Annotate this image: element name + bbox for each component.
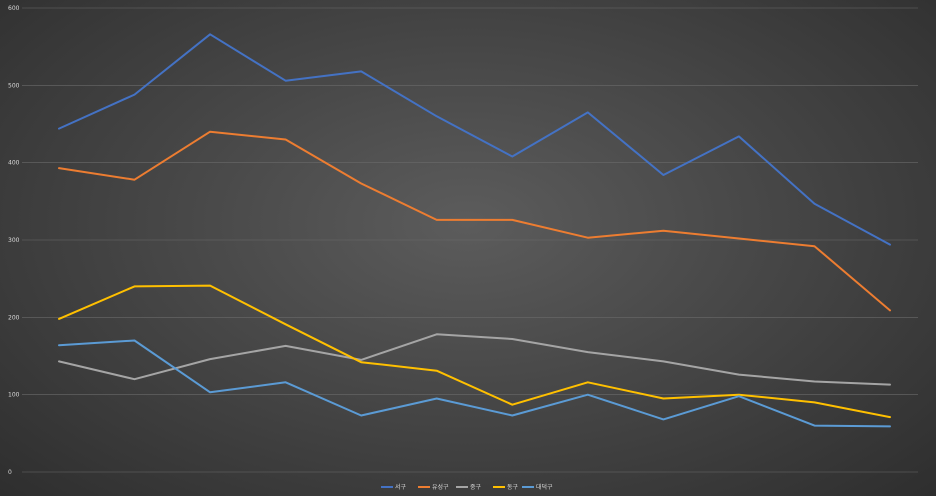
legend-item-1: 서구: [381, 483, 407, 491]
y-tick-label: 300: [8, 237, 20, 244]
legend: 서구 유성구 중구 동구 대덕구: [381, 483, 553, 491]
series-line-1: [58, 33, 891, 246]
legend-label: 서구: [395, 483, 407, 491]
legend-label: 유성구: [432, 483, 449, 491]
y-tick-label: 200: [8, 314, 20, 321]
gridlines: [22, 7, 918, 473]
series-lines: [58, 33, 891, 428]
y-tick-label: 0: [8, 469, 12, 476]
legend-item-4: 동구: [493, 484, 519, 491]
series-line-3: [58, 333, 891, 386]
legend-item-5: 대덕구: [522, 483, 553, 491]
series-line-4: [58, 284, 891, 419]
legend-item-3: 중구: [456, 484, 482, 491]
y-axis-ticks: 0 100 200 300 400 500 600: [8, 5, 20, 476]
series-line-2: [58, 130, 891, 312]
y-tick-label: 100: [8, 392, 20, 399]
legend-item-2: 유성구: [418, 483, 449, 491]
series-line-5: [58, 339, 891, 428]
y-tick-label: 400: [8, 160, 20, 167]
legend-label: 동구: [507, 484, 519, 491]
y-tick-label: 500: [8, 82, 20, 89]
legend-label: 대덕구: [536, 483, 553, 491]
y-tick-label: 600: [8, 5, 20, 12]
legend-label: 중구: [470, 484, 482, 491]
